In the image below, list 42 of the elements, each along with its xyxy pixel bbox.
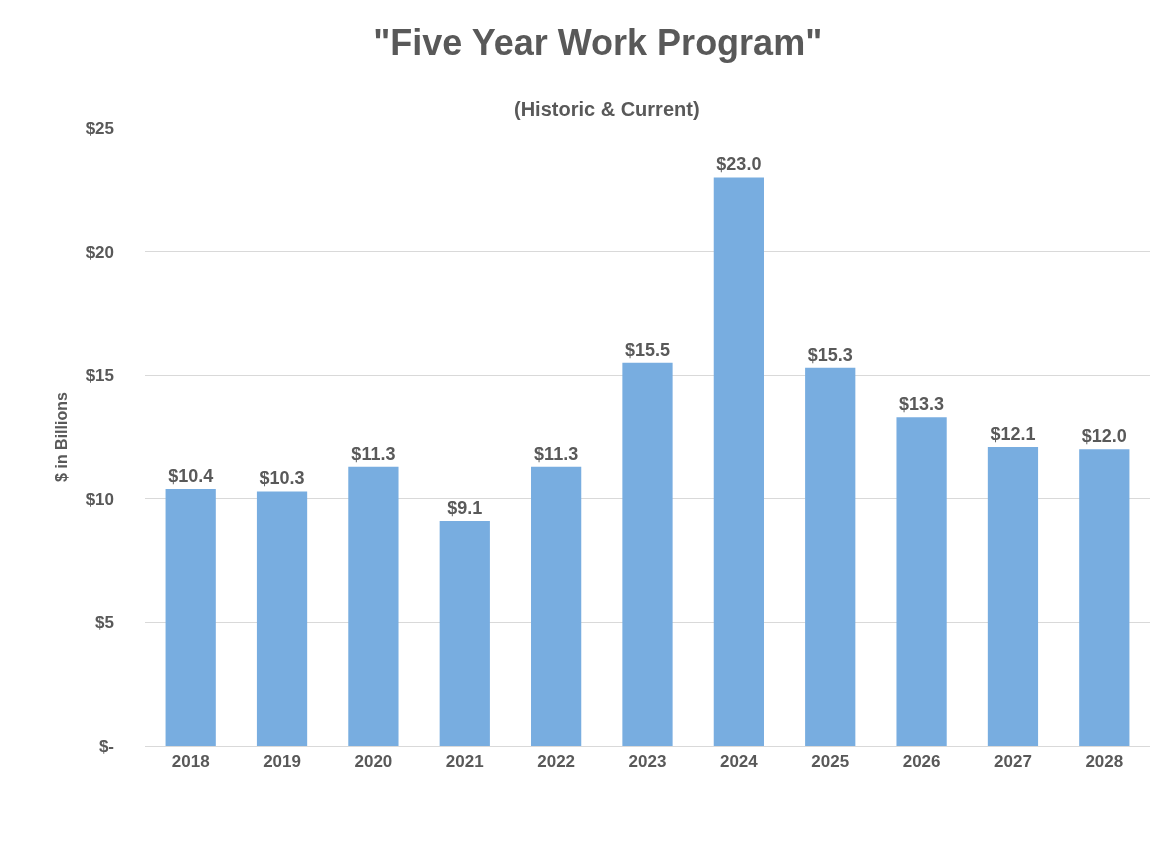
- x-tick-label: 2024: [719, 752, 759, 772]
- x-tick-label: 2027: [994, 752, 1032, 772]
- y-tick-label: $10: [85, 489, 114, 509]
- y-tick-label: $-: [98, 736, 114, 756]
- data-label: $12.1: [990, 423, 1036, 444]
- data-label: $15.5: [624, 339, 671, 360]
- bar: [896, 417, 947, 746]
- y-tick-label: $25: [85, 118, 114, 138]
- data-label: $23.0: [716, 154, 762, 175]
- y-tick-label: $5: [95, 613, 114, 633]
- bar: [165, 488, 216, 746]
- data-label: $10.3: [259, 468, 305, 489]
- data-label: $11.3: [534, 443, 579, 464]
- data-label: $9.1: [447, 498, 483, 519]
- bar: [1079, 449, 1130, 746]
- data-label: $13.3: [899, 394, 945, 415]
- x-tick-label: 2022: [537, 752, 576, 772]
- y-tick-label: $15: [85, 366, 114, 386]
- bar: [531, 466, 582, 746]
- x-tick-label: 2025: [811, 752, 850, 772]
- bar: [256, 491, 308, 746]
- data-label: $15.3: [807, 344, 853, 365]
- x-tick-label: 2028: [1085, 752, 1124, 772]
- x-tick-label: 2020: [354, 752, 393, 772]
- bar: [622, 362, 673, 746]
- chart-title: "Five Year Work Program": [373, 21, 823, 63]
- chart-subtitle: (Historic & Current): [514, 98, 700, 120]
- data-label: $12.0: [1081, 426, 1127, 447]
- bar: [348, 466, 399, 746]
- x-tick-label: 2021: [445, 752, 484, 772]
- bar: [805, 367, 856, 746]
- y-axis-title: $ in Billions: [52, 392, 70, 482]
- data-label: $11.3: [351, 443, 396, 464]
- x-tick-label: 2018: [171, 752, 210, 772]
- data-label: $10.4: [168, 465, 214, 486]
- bar: [439, 521, 490, 746]
- bar: [987, 446, 1039, 746]
- bar: [713, 177, 764, 746]
- x-tick-label: 2026: [902, 752, 941, 772]
- y-tick-label: $20: [85, 242, 114, 262]
- x-tick-label: 2019: [263, 752, 301, 772]
- x-tick-label: 2023: [628, 752, 667, 772]
